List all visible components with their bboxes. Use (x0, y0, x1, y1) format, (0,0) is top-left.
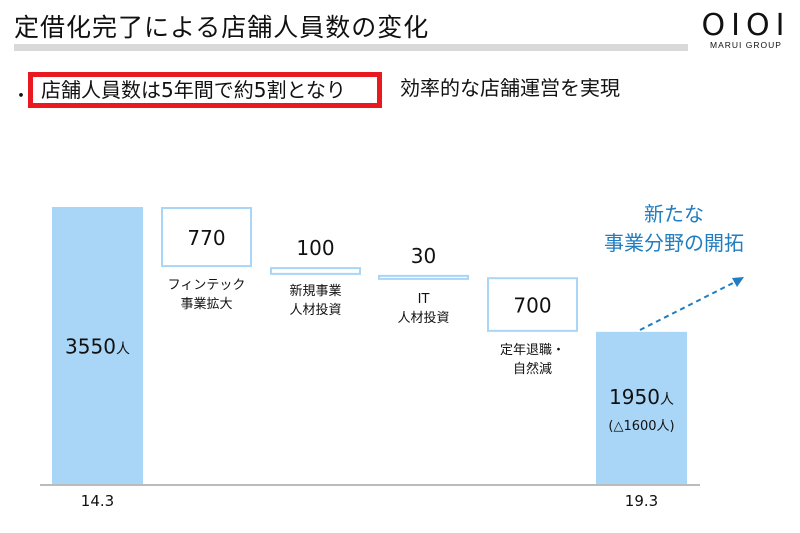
annotation-line-2: 事業分野の開拓 (604, 231, 744, 255)
bar-value-label-3: 30 (411, 244, 436, 268)
bar-sub-label-5: (△1600人) (608, 419, 674, 434)
bar-total-5 (596, 331, 687, 484)
bar-value-label-0: 3550人 (65, 335, 130, 359)
x-tick-label-0: 14.3 (81, 492, 114, 510)
step-caption-2-0: 新規事業 (289, 283, 341, 299)
step-caption-3-0: IT (418, 292, 430, 307)
logo-mark: OIOI (701, 8, 791, 43)
new-business-annotation: 新たな 事業分野の開拓 (574, 200, 774, 258)
bar-step-1 (161, 207, 252, 268)
bar-value-label-4: 700 (513, 294, 551, 318)
step-caption-4-1: 自然減 (513, 361, 552, 377)
step-caption-1-1: 事業拡大 (180, 296, 232, 312)
annotation-line-1: 新たな (644, 202, 704, 226)
bullet-mark: ・ (12, 86, 30, 107)
headline-continuation: 効率的な店舗運営を実現 (400, 76, 620, 100)
bar-step-3 (378, 274, 469, 280)
bar-step-2 (270, 267, 361, 275)
bar-value-label-1: 770 (187, 226, 225, 250)
highlighted-headline: 店舗人員数は5年間で約5割となり (28, 72, 382, 108)
step-caption-4-0: 定年退職・ (500, 343, 565, 358)
bar-value-label-5: 1950人 (609, 385, 674, 409)
step-caption-1-0: フィンテック (168, 278, 246, 293)
page-title: 定借化完了による店舗人員数の変化 (14, 13, 430, 42)
company-logo: OIOI MARUI GROUP (700, 8, 792, 51)
annotation-arrow-line (639, 281, 736, 331)
annotation-arrow-head (732, 277, 744, 287)
bar-total-0 (52, 207, 143, 484)
title-underline (14, 44, 688, 51)
step-caption-3-1: 人材投資 (397, 310, 449, 326)
step-caption-2-1: 人材投資 (289, 302, 341, 318)
logo-subtext: MARUI GROUP (710, 40, 782, 50)
bar-value-label-2: 100 (296, 236, 334, 260)
bar-step-4 (487, 277, 578, 332)
x-tick-label-5: 19.3 (625, 492, 658, 510)
